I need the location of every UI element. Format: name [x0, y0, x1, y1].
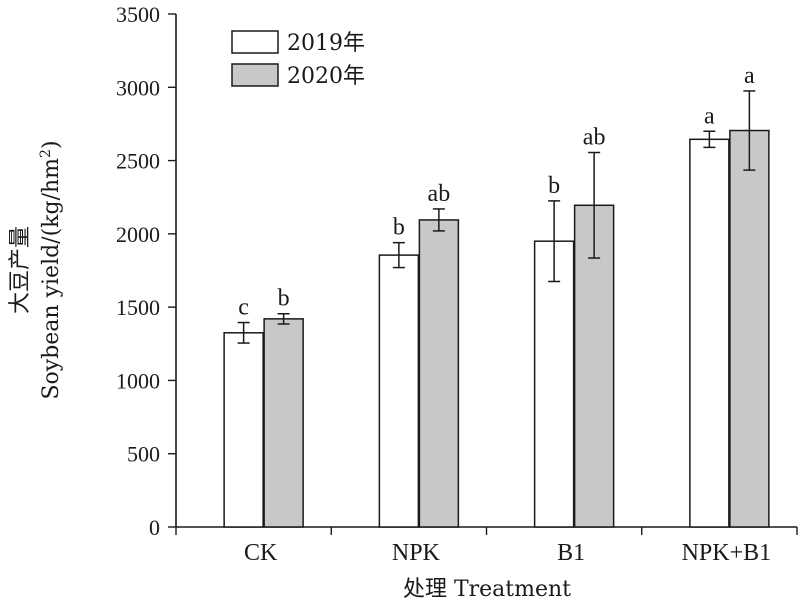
bar	[418, 219, 460, 528]
x-tick-label: B1	[557, 540, 585, 566]
y-tick-label: 3000	[116, 75, 160, 100]
significance-label: ab	[428, 181, 451, 207]
significance-label: c	[238, 295, 249, 321]
y-tick-label: 1000	[116, 368, 160, 393]
x-tick-label: NPK	[392, 540, 441, 566]
y-tick-label: 1500	[116, 295, 160, 320]
x-tick-label: CK	[244, 540, 278, 566]
y-tick-label: 0	[149, 515, 160, 540]
y-axis-title: 大豆产量 Soybean yield/(kg/hm2)	[8, 140, 64, 399]
y-axis-title-cn: 大豆产量	[8, 226, 33, 314]
significance-label: ab	[583, 125, 606, 151]
legend-label: 2020年	[287, 64, 365, 89]
significance-label: a	[744, 63, 755, 89]
y-axis-title-superscript: 2	[38, 149, 54, 158]
significance-label: a	[704, 103, 715, 129]
x-axis-title: 处理 Treatment	[403, 577, 571, 602]
y-tick-label: 500	[127, 442, 160, 467]
bar	[378, 254, 420, 528]
bar	[729, 129, 770, 528]
x-tick-label: NPK+B1	[682, 540, 772, 566]
y-tick-label: 2000	[116, 222, 160, 247]
y-axis-title-en-main: Soybean yield/(kg/hm	[39, 158, 64, 400]
y-tick-label: 3500	[116, 2, 160, 27]
significance-label: b	[278, 286, 290, 312]
bar	[263, 318, 304, 528]
bar	[533, 240, 575, 528]
y-tick-label: 2500	[116, 149, 160, 174]
bar	[223, 332, 264, 528]
significance-label: b	[393, 215, 405, 241]
legend-swatch	[231, 63, 279, 87]
bar	[573, 204, 615, 528]
significance-label: b	[548, 173, 560, 199]
legend-label: 2019年	[287, 31, 365, 56]
y-axis-title-en: Soybean yield/(kg/hm2)	[38, 140, 64, 399]
legend-swatch	[231, 30, 279, 54]
y-axis-title-close: )	[39, 140, 64, 149]
bar	[689, 138, 730, 528]
